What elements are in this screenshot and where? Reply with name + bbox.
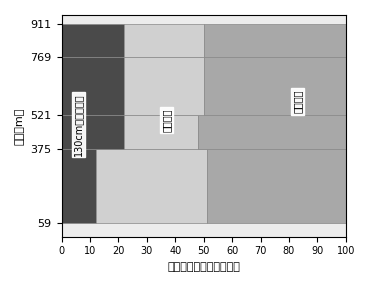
- Text: 130cm以上の植物: 130cm以上の植物: [74, 93, 84, 156]
- Bar: [204, 24, 346, 57]
- Text: 林床植物: 林床植物: [162, 108, 172, 132]
- Bar: [204, 57, 346, 115]
- Bar: [61, 115, 124, 149]
- X-axis label: 植物の種数の割合（％）: 植物の種数の割合（％）: [167, 262, 240, 272]
- Text: 着生植物: 着生植物: [292, 90, 303, 113]
- Y-axis label: 標高（m）: 標高（m）: [15, 107, 25, 145]
- Bar: [95, 149, 206, 223]
- Bar: [124, 24, 204, 57]
- Bar: [198, 115, 346, 149]
- Bar: [61, 24, 124, 57]
- Bar: [61, 57, 124, 115]
- Bar: [61, 149, 95, 223]
- Bar: [124, 115, 198, 149]
- Bar: [124, 57, 204, 115]
- Bar: [206, 149, 346, 223]
